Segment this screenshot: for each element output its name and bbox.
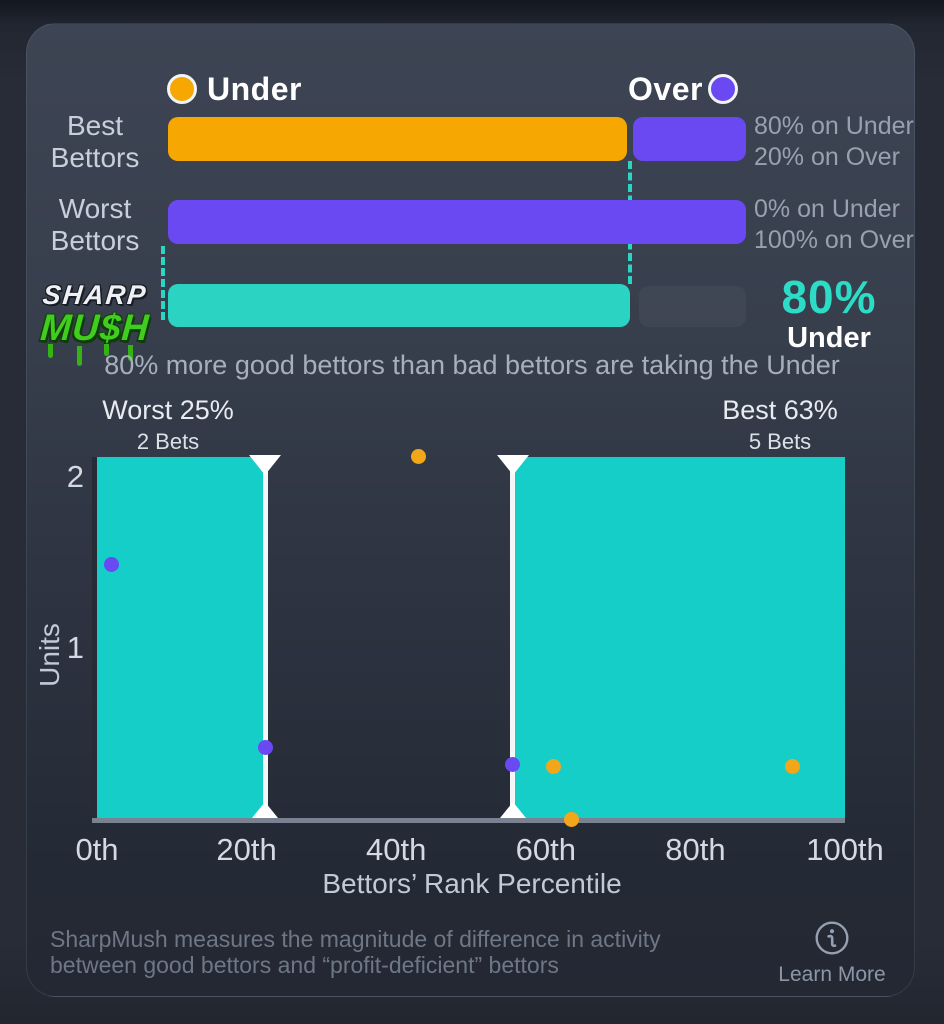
best-bettors-label: Best Bettors bbox=[20, 110, 170, 174]
worst-region-bets: 2 Bets bbox=[136, 429, 200, 454]
x-tick-label: 0th bbox=[75, 832, 119, 867]
insight-subtitle: 80% more good bettors than bad bettors a… bbox=[104, 350, 840, 380]
best-stat-over: 20% on Over bbox=[754, 143, 900, 171]
under-legend-label: Under bbox=[207, 71, 302, 107]
x-tick-label: 60th bbox=[515, 832, 576, 867]
best-stat-under: 80% on Under bbox=[754, 112, 914, 140]
worst-label-line2: Bettors bbox=[50, 225, 140, 256]
bar-start-connector-line bbox=[161, 246, 165, 320]
x-tick-label: 40th bbox=[366, 832, 427, 867]
footer-description: SharpMush measures the magnitude of diff… bbox=[50, 926, 661, 978]
x-axis-line bbox=[92, 818, 845, 823]
x-tick-label: 80th bbox=[665, 832, 726, 867]
summary-percentage: 80% bbox=[781, 271, 877, 323]
best-region-bets: 5 Bets bbox=[748, 429, 812, 454]
x-tick-label: 20th bbox=[216, 832, 277, 867]
under-share-connector-line bbox=[628, 161, 633, 284]
x-axis-title: Bettors’ Rank Percentile bbox=[322, 868, 622, 899]
x-tick-label: 100th bbox=[806, 832, 884, 867]
worst-stat-over: 100% on Over bbox=[754, 226, 914, 254]
logo-drip bbox=[48, 344, 53, 358]
learn-more-button[interactable]: Learn More bbox=[772, 920, 892, 987]
best-region-title: Best 63% bbox=[722, 395, 838, 425]
worst-region-title: Worst 25% bbox=[102, 395, 234, 425]
best-label-line2: Bettors bbox=[50, 142, 140, 173]
y-tick-label: 2 bbox=[66, 459, 84, 495]
over-legend-dot-icon bbox=[708, 74, 738, 104]
summary-side-label: Under bbox=[787, 322, 871, 354]
best-region-header: Best 63% 5 Bets bbox=[680, 395, 880, 455]
worst-bettors-label: Worst Bettors bbox=[20, 193, 170, 257]
under-legend-dot-icon bbox=[167, 74, 197, 104]
best-bettors-stats: 80% on Under 20% on Over bbox=[754, 111, 914, 173]
summary-block: 80% Under bbox=[757, 270, 901, 355]
logo-drip bbox=[128, 345, 133, 361]
info-icon[interactable] bbox=[814, 920, 850, 956]
learn-more-label[interactable]: Learn More bbox=[778, 963, 886, 986]
over-legend-label: Over bbox=[628, 71, 703, 107]
footer-line2: between good bettors and “profit-deficie… bbox=[50, 952, 559, 978]
sharpmush-logo: SHARP MU$H bbox=[25, 280, 165, 349]
worst-stat-under: 0% on Under bbox=[754, 195, 900, 223]
logo-mush-text: MU$H bbox=[39, 307, 151, 348]
y-tick-label: 1 bbox=[66, 630, 84, 666]
logo-drip bbox=[104, 344, 109, 356]
logo-drip bbox=[77, 346, 82, 366]
worst-bettors-stats: 0% on Under 100% on Over bbox=[754, 194, 914, 256]
y-axis-line bbox=[92, 457, 97, 822]
footer-line1: SharpMush measures the magnitude of diff… bbox=[50, 926, 661, 952]
y-axis-title: Units bbox=[34, 623, 65, 687]
worst-region-header: Worst 25% 2 Bets bbox=[68, 395, 268, 455]
best-label-line1: Best bbox=[66, 110, 124, 141]
worst-label-line1: Worst bbox=[58, 193, 132, 224]
